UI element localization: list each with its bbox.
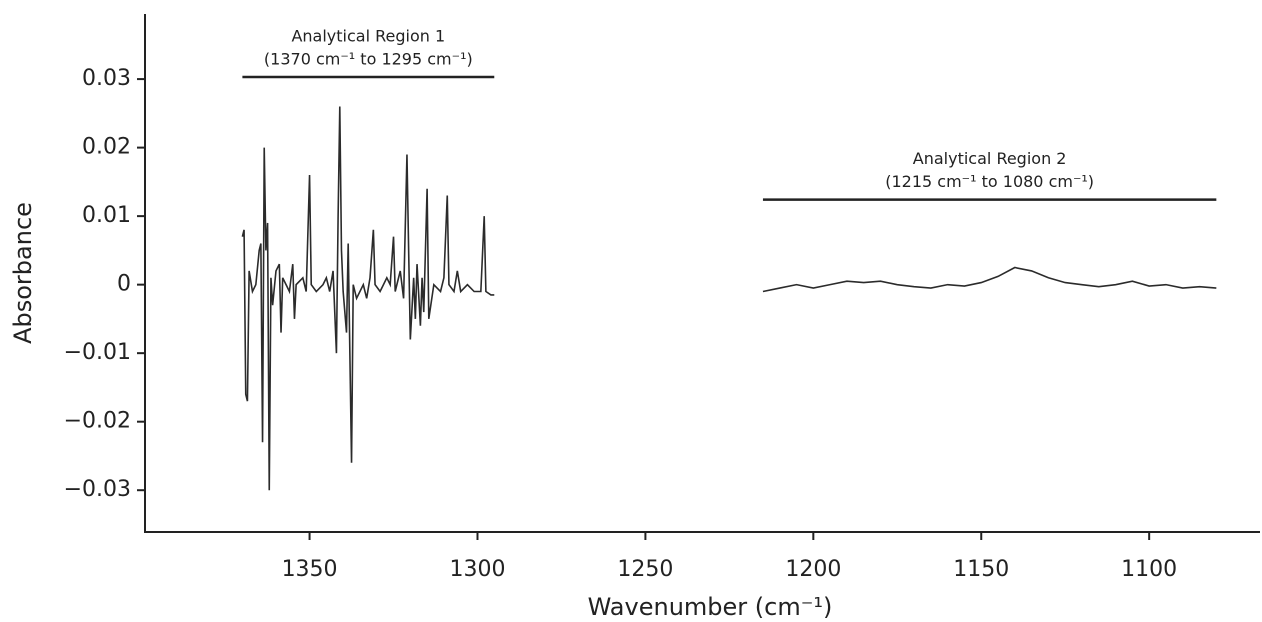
region-range: (1370 cm⁻¹ to 1295 cm⁻¹)	[264, 50, 473, 69]
x-tick-label: 1350	[282, 557, 338, 582]
x-tick-label: 1200	[785, 557, 841, 582]
y-tick-label: 0.03	[82, 66, 131, 91]
region-title: Analytical Region 2	[913, 149, 1067, 168]
y-tick-label: 0	[117, 272, 131, 297]
spectrum-line	[762, 266, 1217, 293]
x-tick-label: 1100	[1121, 557, 1177, 582]
y-tick-label: −0.01	[64, 340, 131, 365]
y-tick-label: 0.02	[82, 135, 131, 160]
spectrum-line	[241, 106, 495, 491]
y-tick-label: −0.03	[64, 477, 131, 502]
y-tick-label: −0.02	[64, 409, 131, 434]
x-tick-label: 1250	[617, 557, 673, 582]
region-range: (1215 cm⁻¹ to 1080 cm⁻¹)	[885, 172, 1094, 191]
x-tick-label: 1150	[953, 557, 1009, 582]
y-axis-label: Absorbance	[9, 202, 37, 344]
x-tick-label: 1300	[449, 557, 505, 582]
y-tick-label: 0.01	[82, 203, 131, 228]
x-axis-label: Wavenumber (cm⁻¹)	[588, 593, 833, 621]
region-title: Analytical Region 1	[291, 27, 445, 46]
